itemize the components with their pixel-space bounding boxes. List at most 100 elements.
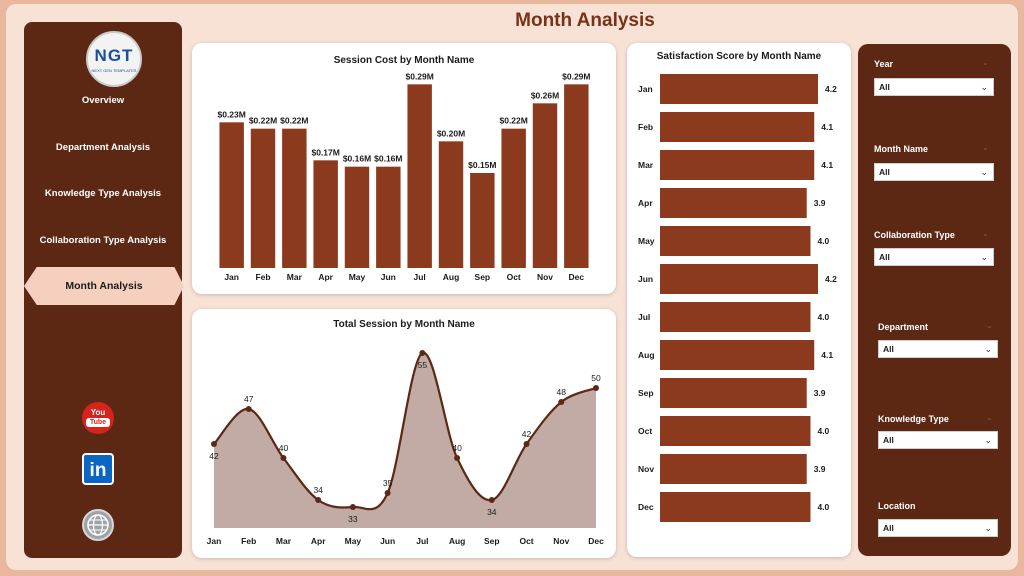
point-apr[interactable] [315, 497, 322, 503]
point-oct[interactable] [523, 441, 530, 447]
bar-sep[interactable] [660, 378, 807, 408]
point-value-label: 48 [557, 387, 567, 397]
bar-value-label: 4.2 [825, 274, 837, 284]
x-tick-label: May [349, 272, 366, 282]
filter-label-knowledge-type: Knowledge Type [878, 414, 949, 424]
bar-value-label: $0.17M [311, 147, 339, 157]
collapse-chevron-icon[interactable]: ⌄ [982, 229, 989, 238]
collaboration-type-select[interactable]: All ⌄ [874, 248, 994, 266]
chevron-down-icon: ⌄ [984, 435, 992, 445]
bar-mar[interactable] [282, 128, 307, 268]
session-cost-card: Session Cost by Month Name $0.23M Jan $0.2… [192, 43, 616, 294]
logo-text: NGT [94, 46, 134, 65]
point-mar[interactable] [280, 455, 287, 461]
bar-dec[interactable] [660, 492, 811, 522]
x-tick-label: May [345, 536, 362, 546]
sidebar-item-department-analysis[interactable]: Department Analysis [55, 142, 151, 153]
bar-sep[interactable] [470, 173, 495, 268]
point-jul[interactable] [419, 350, 426, 356]
point-jun[interactable] [384, 490, 391, 496]
globe-icon[interactable] [82, 509, 114, 541]
bar-jan[interactable] [219, 122, 244, 268]
bar-aug[interactable] [438, 141, 464, 268]
bar-value-label: $0.15M [468, 160, 496, 170]
x-tick-label: Jul [416, 536, 428, 546]
knowledge-type-select[interactable]: All ⌄ [878, 431, 998, 449]
point-value-label: 42 [522, 429, 532, 439]
bar-value-label: 3.9 [814, 198, 826, 208]
bar-oct[interactable] [501, 128, 526, 268]
x-tick-label: Jan [224, 272, 239, 282]
bar-apr[interactable] [660, 188, 807, 218]
point-nov[interactable] [558, 399, 565, 405]
point-value-label: 42 [209, 451, 219, 461]
bar-nov[interactable] [532, 103, 558, 268]
sidebar-item-overview[interactable]: Overview [81, 95, 125, 106]
bar-oct[interactable] [660, 416, 811, 446]
bar-value-label: 3.9 [814, 388, 826, 398]
point-dec[interactable] [593, 385, 599, 391]
total-session-title: Total Session by Month Name [333, 319, 475, 330]
y-tick-label: Jun [638, 274, 653, 284]
bar-jun[interactable] [376, 166, 401, 268]
year-select-value: All [879, 82, 890, 92]
bar-value-label: $0.20M [437, 128, 465, 138]
bar-value-label: $0.22M [280, 116, 308, 126]
bar-feb[interactable] [660, 112, 815, 142]
point-jan[interactable] [211, 441, 217, 447]
bar-jun[interactable] [660, 264, 818, 294]
location-select-value: All [883, 523, 894, 533]
x-tick-label: Sep [475, 272, 491, 282]
location-select[interactable]: All ⌄ [878, 519, 998, 537]
y-tick-label: Feb [638, 122, 653, 132]
month-name-select[interactable]: All ⌄ [874, 163, 994, 181]
point-sep[interactable] [488, 497, 495, 503]
bar-value-label: $0.16M [343, 154, 371, 164]
sidebar-item-collaboration-type-analysis[interactable]: Collaboration Type Analysis [39, 235, 167, 246]
x-tick-label: Aug [443, 272, 460, 282]
filter-label-collaboration-type: Collaboration Type [874, 230, 955, 240]
point-may[interactable] [349, 504, 356, 510]
year-select[interactable]: All ⌄ [874, 78, 994, 96]
sidebar-item-month-analysis[interactable]: Month Analysis [24, 267, 184, 305]
filter-label-department: Department [878, 322, 929, 332]
bar-feb[interactable] [250, 128, 276, 268]
collapse-chevron-icon[interactable]: ⌄ [986, 321, 993, 330]
linkedin-icon[interactable]: in [82, 453, 114, 485]
bar-jul[interactable] [660, 302, 811, 332]
bar-value-label: $0.22M [249, 116, 277, 126]
point-aug[interactable] [454, 455, 461, 461]
session-cost-chart: $0.23M Jan $0.22M Feb $0.22M Mar $0.17M Apr $0.1… [217, 71, 590, 282]
bar-aug[interactable] [660, 340, 815, 370]
collapse-chevron-icon[interactable]: ⌄ [986, 413, 993, 422]
x-tick-label: Aug [449, 536, 466, 546]
y-tick-label: Nov [638, 464, 654, 474]
sidebar-item-knowledge-type-analysis[interactable]: Knowledge Type Analysis [44, 188, 162, 199]
filter-label-month-name: Month Name [874, 144, 928, 154]
bar-value-label: $0.29M [562, 71, 590, 81]
bar-value-label: 4.1 [821, 350, 833, 360]
point-value-label: 33 [348, 514, 358, 524]
bar-may[interactable] [344, 166, 370, 268]
chevron-down-icon: ⌄ [980, 82, 988, 92]
area-fill [214, 352, 596, 528]
bar-jul[interactable] [407, 84, 432, 268]
bar-jan[interactable] [660, 74, 818, 104]
point-value-label: 40 [279, 443, 289, 453]
bar-nov[interactable] [660, 454, 807, 484]
bar-mar[interactable] [660, 150, 815, 180]
point-value-label: 50 [591, 373, 601, 383]
collapse-chevron-icon[interactable]: ⌄ [982, 58, 989, 67]
bar-dec[interactable] [564, 84, 589, 268]
point-feb[interactable] [245, 406, 252, 412]
bar-apr[interactable] [313, 160, 338, 268]
chevron-down-icon: ⌄ [980, 167, 988, 177]
department-select[interactable]: All ⌄ [878, 340, 998, 358]
satisfaction-title: Satisfaction Score by Month Name [656, 51, 822, 62]
bar-may[interactable] [660, 226, 811, 256]
bar-value-label: $0.26M [531, 90, 559, 100]
x-tick-label: Nov [553, 536, 569, 546]
collapse-chevron-icon[interactable]: ⌄ [982, 143, 989, 152]
youtube-icon[interactable]: You Tube [82, 402, 114, 434]
bar-value-label: $0.29M [405, 71, 433, 81]
